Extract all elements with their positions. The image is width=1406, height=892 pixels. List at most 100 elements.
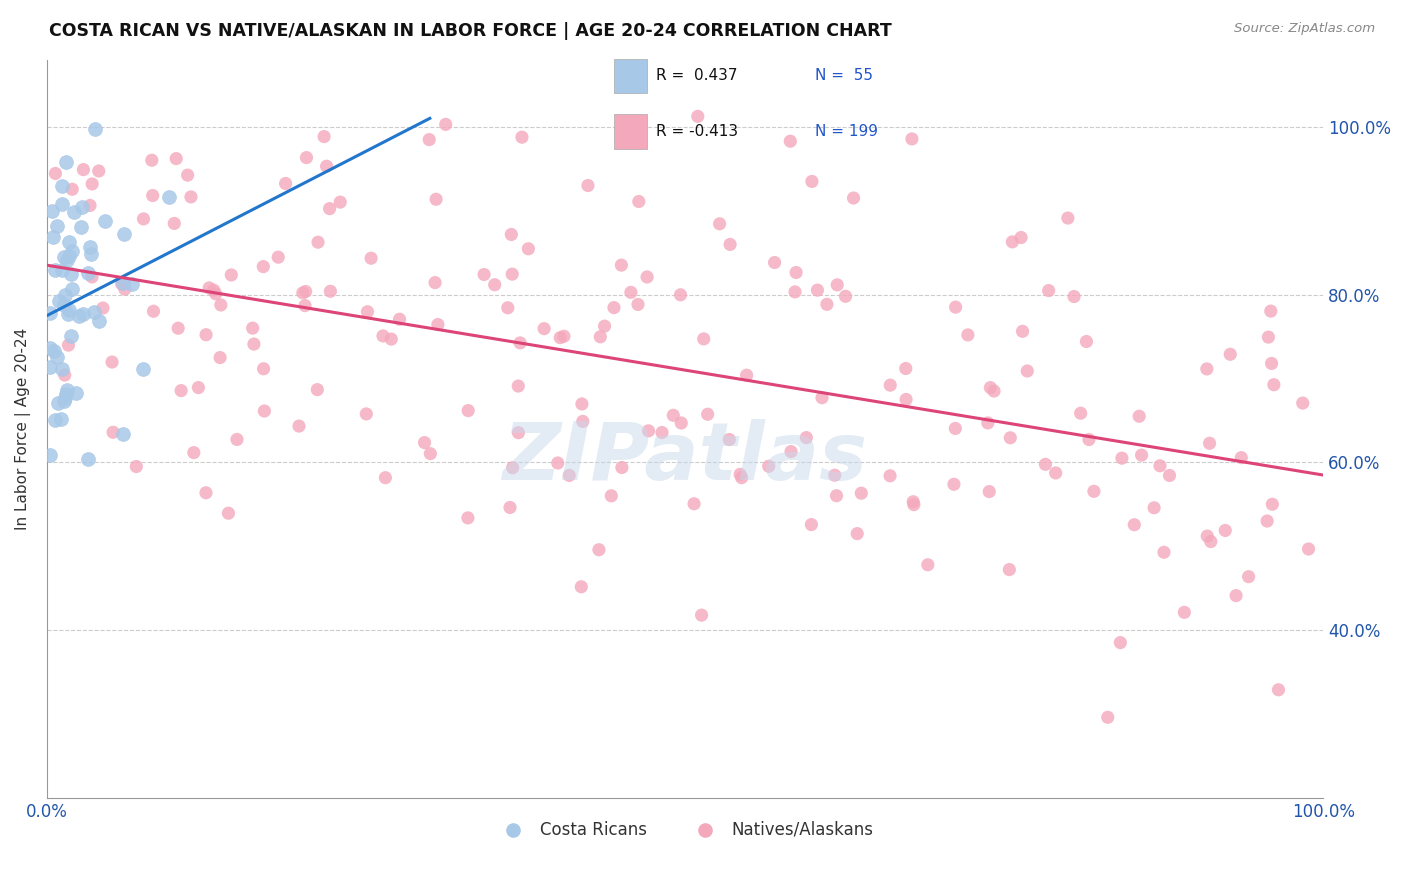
Point — [60, 244, 83, 259]
Point — [510, 130, 533, 145]
Point — [242, 321, 264, 335]
Point — [70, 219, 93, 234]
Point — [38, 341, 60, 355]
Point — [499, 500, 522, 515]
Point — [79, 198, 101, 212]
Point — [46, 350, 69, 364]
Point — [1153, 545, 1175, 559]
Point — [38, 360, 60, 375]
Point — [1070, 406, 1092, 420]
Point — [509, 335, 531, 350]
Point — [576, 178, 599, 193]
Legend: Costa Ricans, Natives/Alaskans: Costa Ricans, Natives/Alaskans — [489, 814, 880, 846]
Point — [434, 117, 457, 131]
Point — [1159, 468, 1181, 483]
Point — [977, 416, 1000, 430]
Point — [943, 421, 966, 435]
Point — [163, 216, 186, 230]
Point — [63, 205, 86, 219]
Point — [243, 337, 266, 351]
Text: COSTA RICAN VS NATIVE/ALASKAN IN LABOR FORCE | AGE 20-24 CORRELATION CHART: COSTA RICAN VS NATIVE/ALASKAN IN LABOR F… — [49, 22, 891, 40]
Y-axis label: In Labor Force | Age 20-24: In Labor Force | Age 20-24 — [15, 327, 31, 530]
Point — [779, 134, 801, 148]
Point — [1083, 484, 1105, 499]
Point — [82, 177, 104, 191]
Point — [253, 404, 276, 418]
Point — [785, 265, 807, 279]
Point — [209, 298, 232, 312]
Point — [683, 497, 706, 511]
Point — [252, 361, 274, 376]
Text: R =  0.437: R = 0.437 — [657, 69, 738, 84]
Point — [46, 219, 69, 234]
Point — [610, 460, 633, 475]
Point — [187, 381, 209, 395]
Point — [53, 391, 76, 405]
Point — [1143, 500, 1166, 515]
Point — [83, 305, 105, 319]
Point — [60, 282, 83, 296]
Point — [1197, 529, 1219, 543]
Text: N =  55: N = 55 — [815, 69, 873, 84]
Point — [600, 489, 623, 503]
Point — [636, 270, 658, 285]
Point — [76, 452, 98, 467]
Point — [315, 159, 337, 173]
Point — [1128, 409, 1150, 424]
Point — [221, 268, 243, 282]
Point — [112, 427, 135, 442]
Point — [56, 252, 79, 267]
Point — [53, 368, 76, 383]
Point — [800, 517, 823, 532]
Point — [1076, 334, 1098, 349]
Point — [209, 351, 232, 365]
Point — [1010, 230, 1032, 244]
Point — [806, 283, 828, 297]
Point — [79, 239, 101, 253]
Point — [662, 409, 685, 423]
Point — [142, 188, 165, 202]
Point — [291, 285, 314, 300]
Point — [942, 477, 965, 491]
Point — [1045, 466, 1067, 480]
Point — [588, 542, 610, 557]
Point — [627, 194, 650, 209]
Point — [800, 174, 823, 188]
Point — [457, 511, 479, 525]
Point — [763, 255, 786, 269]
Point — [548, 331, 571, 345]
Point — [558, 468, 581, 483]
Point — [983, 384, 1005, 398]
Point — [1237, 570, 1260, 584]
Point — [70, 200, 93, 214]
Point — [58, 235, 80, 249]
Point — [314, 129, 336, 144]
Point — [288, 419, 311, 434]
Point — [114, 282, 136, 296]
Point — [533, 321, 555, 335]
Point — [620, 285, 643, 300]
Point — [165, 152, 187, 166]
Point — [180, 190, 202, 204]
Point — [709, 217, 731, 231]
Point — [508, 379, 530, 393]
Point — [718, 433, 741, 447]
Point — [956, 327, 979, 342]
Point — [112, 227, 135, 241]
Point — [1263, 377, 1285, 392]
Point — [226, 433, 249, 447]
Point — [195, 327, 218, 342]
Point — [51, 178, 73, 193]
Point — [718, 237, 741, 252]
Point — [356, 305, 378, 319]
Point — [419, 447, 441, 461]
Point — [730, 471, 752, 485]
Text: R = -0.413: R = -0.413 — [657, 124, 738, 139]
Point — [824, 468, 846, 483]
Point — [53, 250, 76, 264]
Point — [132, 211, 155, 226]
Point — [690, 608, 713, 623]
Point — [101, 425, 124, 440]
Point — [696, 407, 718, 421]
Point — [51, 361, 73, 376]
